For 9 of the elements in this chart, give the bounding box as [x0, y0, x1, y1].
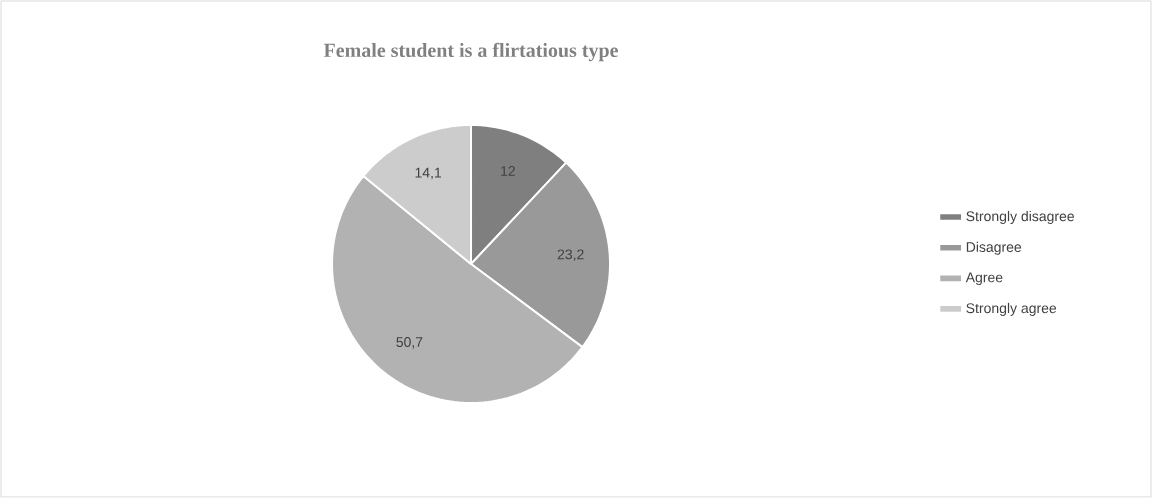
chart-title: Female student is a flirtatious type	[323, 42, 618, 62]
legend-label: Agree	[965, 272, 1003, 286]
data-label: 12	[501, 166, 515, 176]
legend-label: Strongly disagree	[966, 210, 1074, 224]
data-label: 50,7	[396, 337, 423, 349]
legend-label: Strongly agree	[966, 302, 1057, 316]
legend-label: Disagree	[966, 241, 1022, 255]
data-label: 23,2	[557, 249, 584, 261]
data-label: 14,1	[415, 167, 442, 180]
